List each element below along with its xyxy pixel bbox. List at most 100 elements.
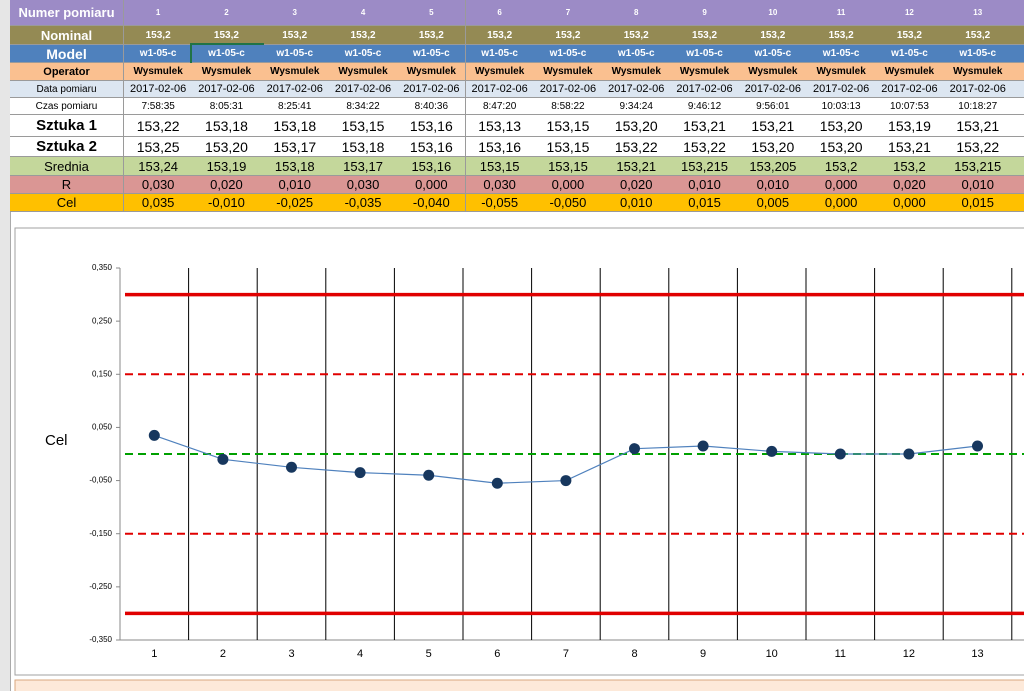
cell: 0,035 [124,194,194,212]
cell: 153,2 [875,26,945,45]
cell: 2017-02-06 [533,81,604,98]
cell: Wysmulek [738,63,808,81]
x-tick-label: 4 [357,648,363,660]
cell: 0,000 [397,176,467,194]
cell: 153,13 [465,115,535,137]
cell: 153,2 [943,26,1013,45]
cell: w1-05-c [465,45,535,63]
row-label [1011,81,1024,98]
cell: 153,15 [533,137,604,157]
cell: 153,22 [943,137,1013,157]
cell: 153,2 [807,26,877,45]
cell: 153,20 [807,137,877,157]
cell: Wysmulek [533,63,604,81]
cell: -0,050 [533,194,604,212]
x-tick-label: 3 [288,648,294,660]
cell: 153,15 [533,115,604,137]
row-label [1011,63,1024,81]
point [286,461,297,473]
cell: 0,030 [465,176,535,194]
cell: 0,010 [670,176,740,194]
cell: -0,055 [465,194,535,212]
cell: 4 [328,0,399,26]
cell: 153,16 [397,115,467,137]
cell: 153,18 [192,115,262,137]
cell: -0,010 [192,194,262,212]
cell: 2 [192,0,262,26]
cell: 2017-02-06 [670,81,740,98]
cell: 0,030 [328,176,399,194]
cell: 2017-02-06 [260,81,330,98]
cell: Wysmulek [328,63,399,81]
cell: Wysmulek [807,63,877,81]
cell: 2017-02-06 [807,81,877,98]
cell: 153,15 [465,157,535,176]
cell: 153,205 [738,157,808,176]
row-label: Sztuka 2 [10,137,124,157]
cell: -0,035 [328,194,399,212]
cell: 1 [124,0,194,26]
cell: 153,22 [670,137,740,157]
cell: 9:34:24 [602,98,672,115]
cell: 8 [602,0,672,26]
cell: Wysmulek [602,63,672,81]
cell: 153,2 [465,26,535,45]
cell: 153,19 [875,115,945,137]
y-tick-label: 0,350 [92,263,113,272]
row-label [1011,98,1024,115]
row-label [1011,0,1024,26]
x-tick-label: 1 [151,648,157,660]
cell: 7 [533,0,604,26]
cell: 0,010 [602,194,672,212]
cell: 153,19 [192,157,262,176]
y-tick-label: -0,050 [89,476,112,485]
cell: w1-05-c [124,45,194,63]
cell: 8:05:31 [192,98,262,115]
cell: 6 [465,0,535,26]
cell: 0,020 [875,176,945,194]
row-label: Model [10,45,124,63]
cell: 153,215 [670,157,740,176]
x-tick-label: 2 [220,648,226,660]
cell: 153,21 [670,115,740,137]
row-label: Czas pomiaru [10,98,124,115]
cell: 153,25 [124,137,194,157]
y-tick-label: 0,250 [92,316,113,325]
cell: 2017-02-06 [875,81,945,98]
row-label: Operator [10,63,124,81]
x-tick-label: 11 [835,648,846,660]
cell: w1-05-c [875,45,945,63]
cell: 7:58:35 [124,98,194,115]
cell: 0,000 [875,194,945,212]
cell: 0,000 [807,176,877,194]
cell: 2017-02-06 [943,81,1013,98]
cell: 153,2 [260,26,330,45]
cell: 10 [738,0,808,26]
point [491,477,503,489]
cell: 153,20 [738,137,808,157]
cell: 153,20 [602,115,672,137]
x-tick-label: 8 [631,648,637,660]
cell: 153,2 [192,26,262,45]
x-tick-label: 7 [563,648,569,660]
cell: 2017-02-06 [397,81,467,98]
cell: 153,215 [943,157,1013,176]
cell: Wysmulek [875,63,945,81]
cell: 153,2 [738,26,808,45]
cell: 0,005 [738,194,808,212]
point [972,440,983,452]
y-tick-label: -0,250 [89,582,112,591]
row-label [1011,137,1024,157]
cell: 153,2 [124,26,194,45]
row-label: Sztuka 1 [10,115,124,137]
cell: 153,21 [602,157,672,176]
cell: 8:25:41 [260,98,330,115]
cell: w1-05-c [533,45,604,63]
row-label: Data pomiaru [10,81,124,98]
cell: 10:18:27 [943,98,1013,115]
cell: 153,21 [943,115,1013,137]
y-axis-label: Cel [45,432,68,449]
row-label [1011,45,1024,63]
cell: 0,015 [943,194,1013,212]
cell: w1-05-c [602,45,672,63]
